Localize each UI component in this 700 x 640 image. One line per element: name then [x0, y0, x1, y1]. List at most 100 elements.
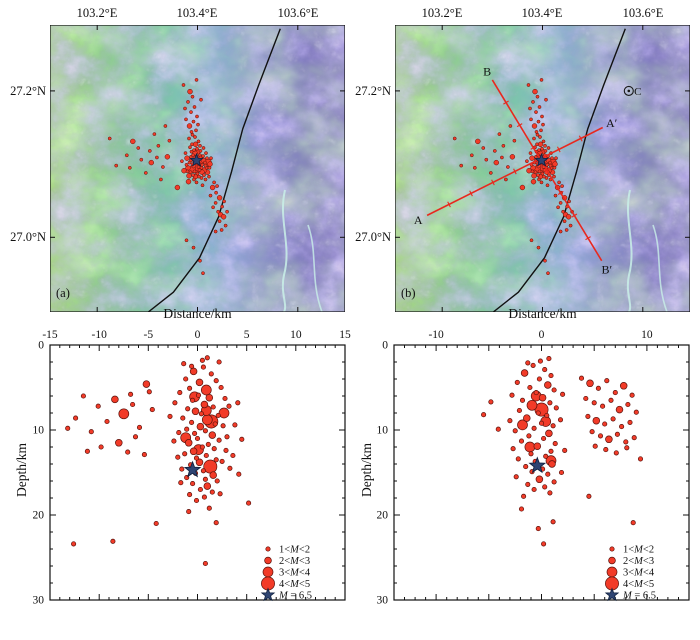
epicenter-dot [530, 169, 535, 174]
event-dot [104, 418, 110, 425]
event-dot [182, 451, 188, 457]
epicenter-dot [223, 223, 228, 228]
map-a-canvas [50, 25, 345, 312]
event-dot [171, 438, 177, 444]
mainshock-star [534, 152, 549, 167]
epicenter-dot [535, 94, 540, 99]
epicenter-dot [541, 139, 546, 144]
event-dot [110, 538, 116, 544]
epicenter-dot [194, 180, 199, 185]
legend-symbol [262, 566, 274, 578]
event-dot [526, 399, 538, 411]
epicenter-dot [192, 177, 196, 182]
event-dot [153, 520, 159, 527]
epicenter-dot [191, 245, 196, 250]
event-dot [520, 369, 529, 377]
epicenter-dot [565, 214, 572, 220]
epicenter-dot [539, 180, 544, 185]
epicenter-dot [509, 154, 516, 160]
event-dot [132, 434, 139, 440]
event-dot [202, 476, 208, 482]
epicenter-dot [187, 88, 193, 95]
epicenter-dot [543, 258, 547, 263]
event-dot [551, 479, 557, 485]
event-dot [226, 403, 232, 409]
event-dot [201, 494, 207, 500]
event-dot [185, 406, 191, 412]
event-dot [631, 435, 637, 441]
event-dot [604, 378, 610, 384]
epicenter-dot [184, 155, 190, 161]
epicenter-dot [488, 171, 493, 175]
legend-label: 4<M<5 [623, 579, 654, 590]
event-dot [507, 418, 513, 424]
event-dot [80, 393, 86, 399]
epicenter-dot [203, 177, 208, 182]
epicenter-dot [189, 149, 194, 154]
epicenter-dot [194, 78, 199, 82]
event-dot [203, 482, 212, 490]
event-dot [600, 403, 606, 409]
epicenter-dot [183, 106, 187, 111]
event-dot [187, 492, 193, 498]
event-dot [213, 520, 219, 526]
epicenter-dot [183, 151, 188, 155]
river-path [652, 224, 668, 312]
event-dot [208, 431, 217, 439]
event-dot [177, 390, 183, 396]
epicenter-dot [155, 155, 159, 160]
epicenter-dot [195, 114, 199, 119]
epicenter-dot [568, 223, 573, 228]
x-tick-label: 0 [195, 329, 201, 341]
epicenter-dot [531, 173, 537, 179]
event-dot [610, 416, 616, 422]
epicenter-dot [208, 193, 213, 198]
event-dot [603, 447, 609, 453]
event-dot [548, 448, 554, 454]
event-dot [216, 437, 222, 443]
epicenter-dot [535, 142, 539, 147]
event-dot [533, 390, 539, 396]
section-label-end: B′ [602, 262, 613, 276]
event-dot [591, 400, 597, 406]
epicenter-dot [534, 130, 539, 134]
event-dot [523, 464, 529, 470]
legend-label: 1<M<2 [623, 545, 654, 556]
event-dot [141, 452, 147, 458]
epicenter-dot [567, 199, 571, 204]
event-dot [195, 392, 202, 398]
epicenter-dot [512, 138, 517, 143]
x-tick-label: 10 [290, 329, 302, 341]
event-dot [530, 362, 536, 368]
epicenter-dot [192, 105, 197, 109]
panel-label-b: (b) [401, 286, 416, 300]
event-dot [545, 429, 553, 438]
epicenter-dot [200, 183, 205, 188]
epicenter-dot [213, 201, 218, 205]
epicenter-dot [552, 165, 557, 170]
epicenter-dot [217, 219, 222, 224]
section-label-start: B [483, 64, 491, 78]
epicenter-dot [537, 177, 541, 182]
event-dot [218, 407, 230, 419]
epicenter-dot [529, 155, 535, 161]
epicenter-dot [556, 205, 560, 210]
epicenter-dot [136, 146, 141, 150]
section-tick [516, 123, 523, 128]
event-dot [190, 397, 196, 403]
event-dot [224, 434, 230, 440]
legend-label: 2<M<3 [279, 556, 310, 567]
legend-label: 4<M<5 [279, 579, 310, 590]
epicenter-dot [534, 110, 538, 114]
epicenter-dot [539, 128, 543, 133]
epicenter-dot [543, 143, 547, 148]
epicenter-dot [546, 271, 550, 276]
event-dot [521, 493, 527, 499]
epicenter-dot [185, 169, 190, 174]
epicenter-dot [209, 184, 216, 191]
event-dot [586, 379, 594, 388]
event-dot [542, 367, 548, 373]
event-dot [495, 426, 501, 432]
event-dot [194, 435, 201, 442]
event-dot [184, 426, 190, 432]
